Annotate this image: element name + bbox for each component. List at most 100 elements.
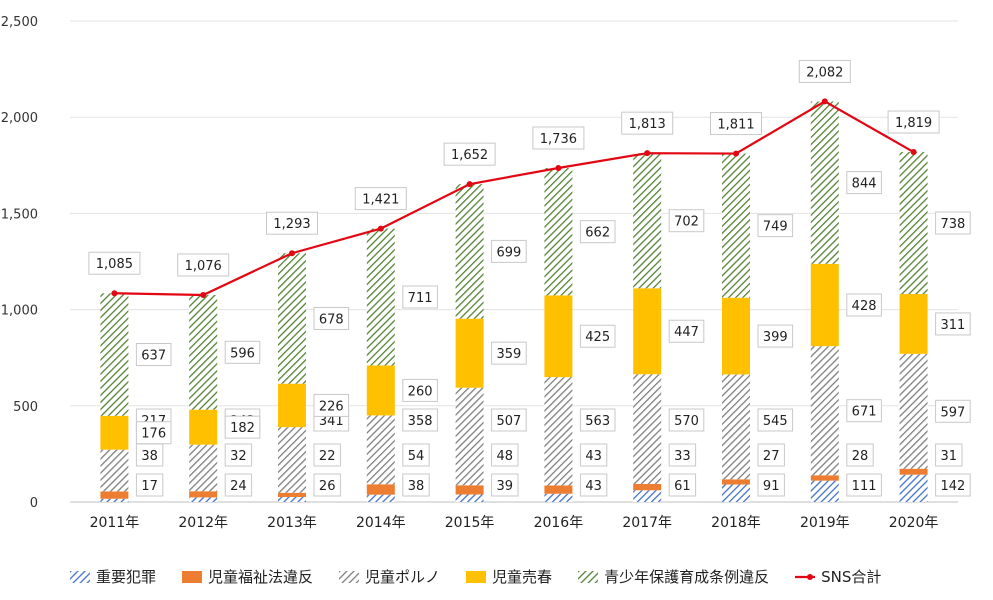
label-youth-ordinance: 699 — [491, 239, 527, 263]
bar-child-welfare — [455, 485, 484, 495]
label-child-prostitution: 399 — [757, 324, 794, 348]
bar-child-porn — [722, 374, 750, 480]
sns-total-point — [910, 149, 917, 156]
label-sns-total-box — [443, 142, 496, 166]
sns-total-line — [111, 98, 917, 298]
legend: 重要犯罪 児童福祉法違反 児童ポルノ 児童売春 青少年保護育成条例違反 SNS合… — [70, 566, 970, 587]
x-tick-label: 2014年 — [356, 515, 406, 531]
label-child-prostitution: 311 — [935, 312, 971, 336]
label-sns-total-box — [177, 253, 230, 277]
label-sns-total: 1,076 — [177, 253, 230, 277]
label-child-welfare-text: 22 — [319, 449, 336, 464]
label-youth-ordinance: 749 — [757, 214, 794, 238]
label-child-welfare-text: 43 — [585, 449, 602, 464]
bar-youth-ordinance — [633, 153, 662, 289]
sns-total-point — [377, 225, 384, 232]
x-axis-ticks: 2011年 2012年 2013年 2014年 2015年 2016年 2017年 2018年… — [90, 515, 939, 531]
bar-child-porn — [544, 377, 573, 486]
label-child-prostitution-text: 226 — [319, 399, 344, 414]
label-child-welfare-text: 27 — [763, 449, 780, 464]
bar-youth-ordinance — [722, 153, 750, 298]
label-child-welfare-text: 38 — [141, 449, 158, 464]
bar-child-porn — [899, 353, 928, 469]
bar-serious-crime — [544, 493, 573, 502]
label-sns-total-text: 1,813 — [629, 117, 666, 132]
label-sns-total: 1,421 — [354, 187, 407, 211]
label-youth-ordinance-box — [402, 285, 438, 309]
label-child-porn-box — [579, 408, 616, 432]
label-sns-total-box — [532, 126, 585, 150]
label-child-welfare: 27 — [757, 443, 785, 467]
bar-youth-ordinance — [100, 293, 129, 416]
x-tick-label: 2016年 — [534, 515, 584, 531]
label-sns-total-text: 1,085 — [96, 257, 133, 272]
y-tick-label: 1,500 — [1, 207, 38, 222]
label-serious-crime: 91 — [757, 473, 785, 497]
bar-child-welfare — [189, 491, 218, 498]
bar-serious-crime — [278, 496, 306, 502]
bar-child-welfare — [544, 485, 573, 494]
legend-item-child-prostitution: 児童売春 — [466, 566, 552, 587]
legend-label: 児童売春 — [492, 568, 553, 586]
y-tick-label: 2,000 — [1, 111, 38, 126]
bar-child-welfare — [100, 491, 129, 499]
label-youth-ordinance-text: 678 — [319, 312, 344, 327]
label-sns-total-box — [354, 187, 407, 211]
label-youth-ordinance-text: 749 — [763, 220, 788, 235]
label-child-prostitution-box — [935, 312, 971, 336]
label-youth-ordinance-box — [224, 340, 261, 364]
label-child-prostitution-box — [402, 378, 438, 402]
label-youth-ordinance-box — [935, 211, 971, 235]
bar-serious-crime — [899, 474, 928, 502]
label-child-welfare-box — [224, 443, 253, 467]
legend-swatch-child-welfare — [182, 570, 203, 583]
label-child-prostitution-box — [846, 293, 882, 317]
label-child-prostitution: 176 — [135, 421, 172, 445]
label-child-porn-text: 507 — [496, 414, 521, 429]
label-serious-crime-text: 17 — [141, 479, 158, 494]
label-serious-crime: 61 — [668, 473, 697, 497]
legend-item-serious-crime: 重要犯罪 — [70, 566, 156, 587]
bar-child-porn — [189, 444, 218, 492]
label-child-porn-text: 341 — [319, 414, 344, 429]
bar-child-prostitution — [899, 294, 928, 354]
label-sns-total-text: 1,293 — [273, 217, 310, 232]
label-sns-total: 1,813 — [621, 111, 674, 135]
label-child-welfare-text: 33 — [674, 449, 691, 464]
label-child-prostitution-box — [224, 415, 261, 439]
y-tick-label: 0 — [30, 496, 38, 511]
label-child-welfare-text: 31 — [941, 449, 958, 464]
bar-child-welfare — [278, 492, 306, 497]
label-youth-ordinance: 844 — [846, 171, 882, 195]
bar-serious-crime — [100, 498, 129, 502]
bar-child-prostitution — [366, 365, 395, 416]
label-sns-total-text: 1,736 — [540, 132, 577, 147]
label-child-porn: 507 — [491, 408, 527, 432]
label-youth-ordinance: 596 — [224, 340, 261, 364]
bar-child-prostitution — [544, 295, 573, 378]
label-child-welfare: 43 — [579, 443, 608, 467]
legend-swatch-serious-crime — [70, 570, 90, 583]
label-serious-crime-box — [135, 473, 164, 497]
label-youth-ordinance: 738 — [935, 211, 971, 235]
sns-total-point — [466, 181, 473, 188]
legend-swatch-sns-total — [795, 573, 816, 580]
y-tick-label: 2,500 — [1, 15, 38, 30]
label-child-welfare-box — [668, 443, 697, 467]
label-sns-total: 1,085 — [88, 251, 141, 275]
bar-child-prostitution — [455, 318, 484, 388]
label-child-prostitution: 359 — [491, 341, 527, 365]
bar-child-porn — [455, 387, 484, 486]
label-youth-ordinance: 662 — [579, 220, 616, 244]
label-child-porn-box — [846, 399, 882, 423]
x-tick-label: 2018年 — [711, 515, 761, 531]
label-serious-crime-text: 61 — [674, 479, 691, 494]
label-child-porn-text: 563 — [585, 414, 610, 429]
bar-child-prostitution — [278, 383, 306, 428]
label-youth-ordinance-text: 844 — [852, 177, 877, 192]
label-serious-crime-box — [579, 473, 608, 497]
bar-child-prostitution — [633, 288, 662, 375]
label-child-welfare-box — [757, 443, 785, 467]
label-child-porn-text: 671 — [852, 405, 877, 420]
